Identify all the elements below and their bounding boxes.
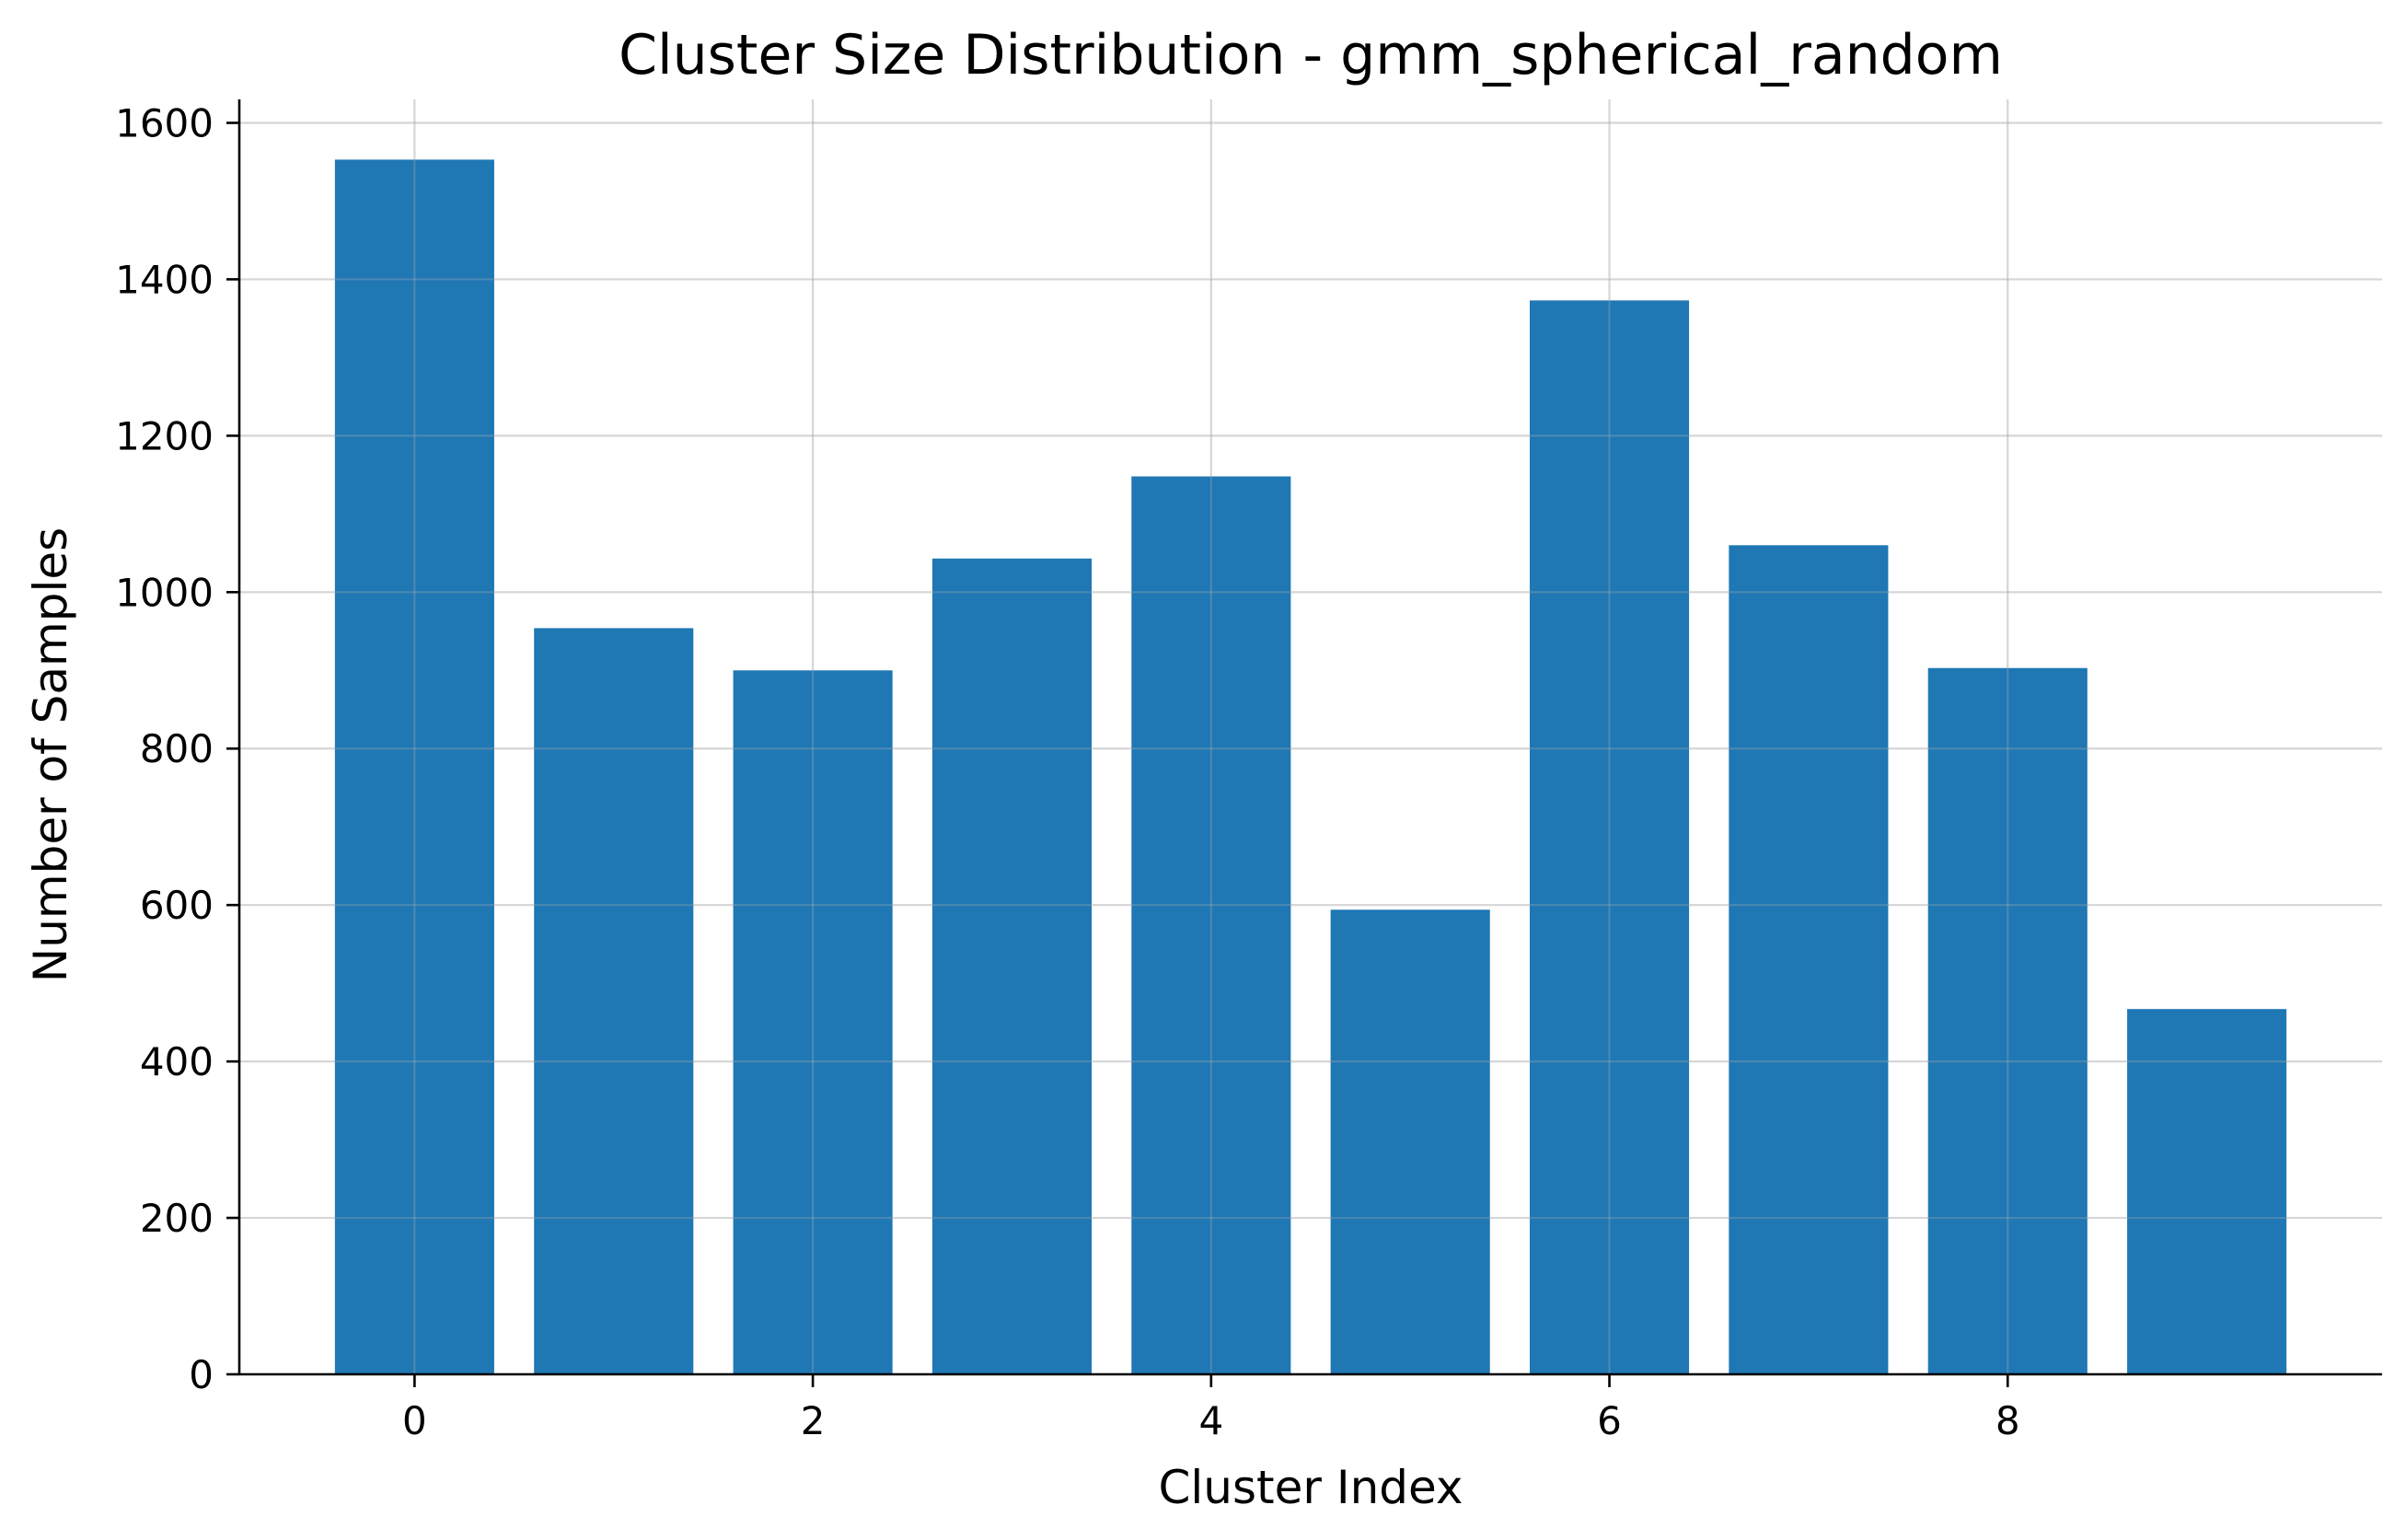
x-tick-label: 6 bbox=[1597, 1398, 1622, 1443]
x-axis-title: Cluster Index bbox=[1158, 1461, 1463, 1514]
y-tick-label: 0 bbox=[189, 1352, 214, 1397]
y-tick-label: 1200 bbox=[115, 413, 214, 458]
y-tick-label: 1600 bbox=[115, 100, 214, 145]
bar-cluster-9 bbox=[2127, 1009, 2287, 1374]
bar-layer bbox=[334, 159, 2287, 1375]
y-tick-label: 600 bbox=[140, 883, 214, 928]
x-tick-label: 0 bbox=[402, 1398, 427, 1443]
x-tick-label: 8 bbox=[1995, 1398, 2020, 1443]
bar-cluster-5 bbox=[1330, 909, 1490, 1374]
bar-cluster-4 bbox=[1131, 476, 1291, 1374]
bar-cluster-8 bbox=[1927, 667, 2088, 1374]
y-tick-label: 1400 bbox=[115, 257, 214, 302]
axis-layer bbox=[237, 99, 2382, 1376]
y-axis-title: Number of Samples bbox=[24, 527, 77, 982]
bar-cluster-2 bbox=[733, 670, 893, 1374]
x-tick-label: 2 bbox=[801, 1398, 826, 1443]
bar-cluster-6 bbox=[1529, 300, 1690, 1375]
bar-cluster-1 bbox=[534, 628, 694, 1374]
tick-layer: 0 200 400 600 800 1000 1200 1400 1600 0 2 4 6 8 bbox=[115, 100, 2020, 1443]
bar-cluster-0 bbox=[334, 159, 494, 1374]
y-tick-label: 1000 bbox=[115, 570, 214, 615]
y-tick-label: 800 bbox=[140, 726, 214, 771]
y-tick-label: 200 bbox=[140, 1196, 214, 1241]
bar-cluster-7 bbox=[1729, 545, 1889, 1374]
y-tick-label: 400 bbox=[140, 1039, 214, 1084]
x-tick-label: 4 bbox=[1198, 1398, 1223, 1443]
bar-cluster-3 bbox=[931, 558, 1093, 1374]
chart-title: Cluster Size Distribution - gmm_spherica… bbox=[619, 23, 2003, 87]
